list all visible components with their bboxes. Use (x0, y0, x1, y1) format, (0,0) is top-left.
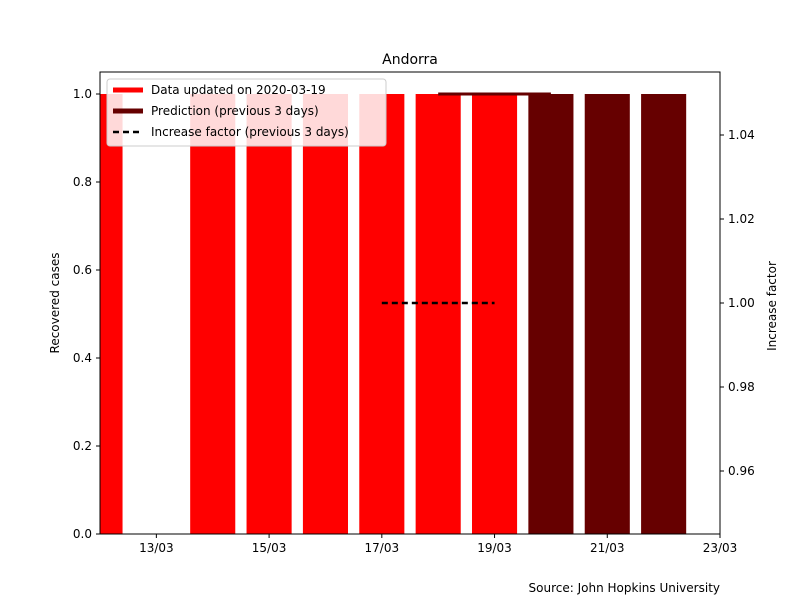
y-tick-label: 0.4 (73, 351, 92, 365)
legend-label-prediction: Prediction (previous 3 days) (151, 104, 319, 118)
legend: Data updated on 2020-03-19 Prediction (p… (106, 78, 387, 147)
y-tick-label: 1.0 (73, 87, 92, 101)
x-tick-label: 23/03 (703, 541, 738, 555)
bar-data-2020-03-19 (472, 94, 518, 534)
y-axis-right: 0.96 0.98 1.00 1.02 1.04 (720, 128, 755, 478)
bar-data-2020-03-17 (359, 94, 405, 534)
y2-tick-label: 1.00 (728, 296, 755, 310)
bars-layer (100, 94, 687, 534)
y2-tick-label: 0.98 (728, 380, 755, 394)
legend-label-data: Data updated on 2020-03-19 (151, 83, 326, 97)
y2-tick-label: 1.02 (728, 212, 755, 226)
y2-tick-label: 0.96 (728, 464, 755, 478)
y2-axis-label: Increase factor (765, 261, 779, 351)
bar-prediction-2020-03-22 (641, 94, 687, 534)
y-axis-label: Recovered cases (48, 253, 62, 354)
y-tick-label: 0.6 (73, 263, 92, 277)
bar-data-2020-03-16 (302, 94, 348, 534)
x-tick-label: 21/03 (590, 541, 625, 555)
y-tick-label: 0.2 (73, 439, 92, 453)
x-tick-label: 15/03 (252, 541, 287, 555)
y-tick-label: 0.8 (73, 175, 92, 189)
bar-data-2020-03-15 (246, 94, 292, 534)
x-tick-label: 19/03 (477, 541, 512, 555)
lines-layer (381, 92, 551, 305)
y-axis-left: 0.0 0.2 0.4 0.6 0.8 1.0 (73, 87, 100, 541)
y-tick-label: 0.0 (73, 527, 92, 541)
bar-data-2020-03-12 (100, 94, 123, 534)
bar-prediction-2020-03-20 (528, 94, 574, 534)
bar-data-2020-03-14 (190, 94, 236, 534)
bar-prediction-2020-03-21 (584, 94, 630, 534)
x-axis: 13/03 15/03 17/03 19/03 21/03 23/03 (139, 534, 737, 555)
bar-data-2020-03-18 (415, 94, 461, 534)
x-tick-label: 13/03 (139, 541, 174, 555)
legend-box (106, 78, 387, 147)
legend-label-increase: Increase factor (previous 3 days) (151, 125, 349, 139)
x-tick-label: 17/03 (365, 541, 400, 555)
chart-title: Andorra (382, 52, 438, 68)
y2-tick-label: 1.04 (728, 128, 755, 142)
source-note: Source: John Hopkins University (529, 581, 720, 595)
